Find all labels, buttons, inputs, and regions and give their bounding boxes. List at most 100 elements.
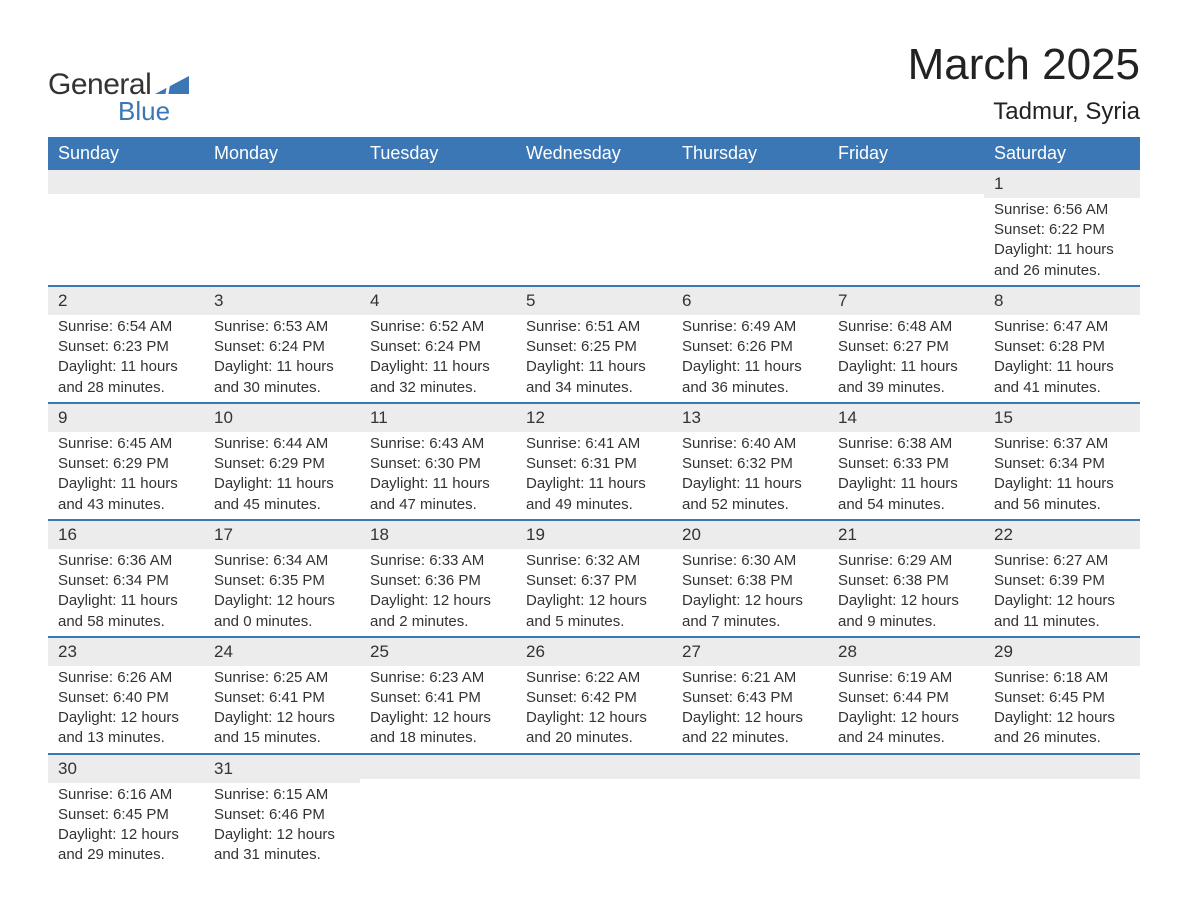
calendar-day-cell: 12Sunrise: 6:41 AMSunset: 6:31 PMDayligh… (516, 404, 672, 519)
day-details: Sunrise: 6:22 AMSunset: 6:42 PMDaylight:… (516, 666, 672, 753)
sunset-text: Sunset: 6:43 PM (682, 688, 818, 708)
day-number: 29 (984, 638, 1140, 666)
weekday-header-cell: Wednesday (516, 137, 672, 170)
calendar-day-cell: 26Sunrise: 6:22 AMSunset: 6:42 PMDayligh… (516, 638, 672, 753)
daylight-text-1: Daylight: 12 hours (58, 825, 194, 845)
daylight-text-1: Daylight: 12 hours (58, 708, 194, 728)
calendar-week-row: 1Sunrise: 6:56 AMSunset: 6:22 PMDaylight… (48, 170, 1140, 285)
daylight-text-2: and 15 minutes. (214, 728, 350, 748)
calendar-day-cell: 2Sunrise: 6:54 AMSunset: 6:23 PMDaylight… (48, 287, 204, 402)
day-number: 15 (984, 404, 1140, 432)
day-details: Sunrise: 6:26 AMSunset: 6:40 PMDaylight:… (48, 666, 204, 753)
day-number: 8 (984, 287, 1140, 315)
sunset-text: Sunset: 6:24 PM (214, 337, 350, 357)
sunset-text: Sunset: 6:44 PM (838, 688, 974, 708)
day-details: Sunrise: 6:48 AMSunset: 6:27 PMDaylight:… (828, 315, 984, 402)
sunrise-text: Sunrise: 6:36 AM (58, 551, 194, 571)
daylight-text-2: and 56 minutes. (994, 495, 1130, 515)
page-header: General Blue March 2025 Tadmur, Syria (48, 40, 1140, 127)
calendar-day-cell: 4Sunrise: 6:52 AMSunset: 6:24 PMDaylight… (360, 287, 516, 402)
calendar-day-cell: 11Sunrise: 6:43 AMSunset: 6:30 PMDayligh… (360, 404, 516, 519)
day-details: Sunrise: 6:41 AMSunset: 6:31 PMDaylight:… (516, 432, 672, 519)
weekday-header-cell: Monday (204, 137, 360, 170)
calendar-day-cell: 22Sunrise: 6:27 AMSunset: 6:39 PMDayligh… (984, 521, 1140, 636)
day-details: Sunrise: 6:29 AMSunset: 6:38 PMDaylight:… (828, 549, 984, 636)
title-block: March 2025 Tadmur, Syria (908, 40, 1140, 126)
sunset-text: Sunset: 6:38 PM (682, 571, 818, 591)
sunrise-text: Sunrise: 6:30 AM (682, 551, 818, 571)
daylight-text-2: and 2 minutes. (370, 612, 506, 632)
sunset-text: Sunset: 6:28 PM (994, 337, 1130, 357)
sunset-text: Sunset: 6:36 PM (370, 571, 506, 591)
sunset-text: Sunset: 6:46 PM (214, 805, 350, 825)
day-number: 6 (672, 287, 828, 315)
daylight-text-2: and 54 minutes. (838, 495, 974, 515)
daylight-text-1: Daylight: 11 hours (214, 357, 350, 377)
sunset-text: Sunset: 6:30 PM (370, 454, 506, 474)
sunrise-text: Sunrise: 6:29 AM (838, 551, 974, 571)
daylight-text-2: and 26 minutes. (994, 261, 1130, 281)
day-details: Sunrise: 6:43 AMSunset: 6:30 PMDaylight:… (360, 432, 516, 519)
day-details: Sunrise: 6:53 AMSunset: 6:24 PMDaylight:… (204, 315, 360, 402)
calendar-day-cell: 17Sunrise: 6:34 AMSunset: 6:35 PMDayligh… (204, 521, 360, 636)
calendar-day-cell: 13Sunrise: 6:40 AMSunset: 6:32 PMDayligh… (672, 404, 828, 519)
calendar-empty-cell (828, 755, 984, 870)
calendar-empty-cell (984, 755, 1140, 870)
day-number: 27 (672, 638, 828, 666)
day-details: Sunrise: 6:16 AMSunset: 6:45 PMDaylight:… (48, 783, 204, 870)
daylight-text-1: Daylight: 11 hours (58, 357, 194, 377)
calendar-day-cell: 21Sunrise: 6:29 AMSunset: 6:38 PMDayligh… (828, 521, 984, 636)
sunrise-text: Sunrise: 6:16 AM (58, 785, 194, 805)
day-number: 30 (48, 755, 204, 783)
day-details: Sunrise: 6:30 AMSunset: 6:38 PMDaylight:… (672, 549, 828, 636)
daylight-text-1: Daylight: 11 hours (994, 474, 1130, 494)
day-number: 3 (204, 287, 360, 315)
weekday-header-cell: Friday (828, 137, 984, 170)
day-number: 26 (516, 638, 672, 666)
daylight-text-2: and 20 minutes. (526, 728, 662, 748)
day-details: Sunrise: 6:51 AMSunset: 6:25 PMDaylight:… (516, 315, 672, 402)
sunset-text: Sunset: 6:45 PM (58, 805, 194, 825)
calendar-week-row: 23Sunrise: 6:26 AMSunset: 6:40 PMDayligh… (48, 636, 1140, 753)
daylight-text-1: Daylight: 12 hours (370, 591, 506, 611)
daylight-text-2: and 30 minutes. (214, 378, 350, 398)
sunset-text: Sunset: 6:42 PM (526, 688, 662, 708)
day-details: Sunrise: 6:40 AMSunset: 6:32 PMDaylight:… (672, 432, 828, 519)
day-number: 1 (984, 170, 1140, 198)
calendar-empty-cell (828, 170, 984, 285)
daylight-text-1: Daylight: 12 hours (994, 708, 1130, 728)
day-number (516, 755, 672, 779)
calendar-week-row: 9Sunrise: 6:45 AMSunset: 6:29 PMDaylight… (48, 402, 1140, 519)
calendar-day-cell: 30Sunrise: 6:16 AMSunset: 6:45 PMDayligh… (48, 755, 204, 870)
day-number: 10 (204, 404, 360, 432)
calendar-day-cell: 14Sunrise: 6:38 AMSunset: 6:33 PMDayligh… (828, 404, 984, 519)
day-details: Sunrise: 6:37 AMSunset: 6:34 PMDaylight:… (984, 432, 1140, 519)
daylight-text-2: and 31 minutes. (214, 845, 350, 865)
weekday-header-cell: Tuesday (360, 137, 516, 170)
daylight-text-2: and 52 minutes. (682, 495, 818, 515)
sunrise-text: Sunrise: 6:37 AM (994, 434, 1130, 454)
calendar-day-cell: 10Sunrise: 6:44 AMSunset: 6:29 PMDayligh… (204, 404, 360, 519)
daylight-text-2: and 34 minutes. (526, 378, 662, 398)
daylight-text-2: and 26 minutes. (994, 728, 1130, 748)
day-number (672, 170, 828, 194)
daylight-text-2: and 29 minutes. (58, 845, 194, 865)
sunset-text: Sunset: 6:37 PM (526, 571, 662, 591)
calendar-day-cell: 27Sunrise: 6:21 AMSunset: 6:43 PMDayligh… (672, 638, 828, 753)
daylight-text-1: Daylight: 12 hours (838, 591, 974, 611)
calendar-day-cell: 19Sunrise: 6:32 AMSunset: 6:37 PMDayligh… (516, 521, 672, 636)
calendar-day-cell: 25Sunrise: 6:23 AMSunset: 6:41 PMDayligh… (360, 638, 516, 753)
day-number: 9 (48, 404, 204, 432)
calendar-day-cell: 8Sunrise: 6:47 AMSunset: 6:28 PMDaylight… (984, 287, 1140, 402)
day-number (360, 755, 516, 779)
daylight-text-1: Daylight: 12 hours (994, 591, 1130, 611)
daylight-text-1: Daylight: 11 hours (370, 357, 506, 377)
daylight-text-2: and 36 minutes. (682, 378, 818, 398)
sunrise-text: Sunrise: 6:45 AM (58, 434, 194, 454)
sunset-text: Sunset: 6:23 PM (58, 337, 194, 357)
calendar-empty-cell (204, 170, 360, 285)
day-number: 4 (360, 287, 516, 315)
sunrise-text: Sunrise: 6:38 AM (838, 434, 974, 454)
day-details: Sunrise: 6:45 AMSunset: 6:29 PMDaylight:… (48, 432, 204, 519)
logo-text-blue: Blue (118, 96, 170, 127)
